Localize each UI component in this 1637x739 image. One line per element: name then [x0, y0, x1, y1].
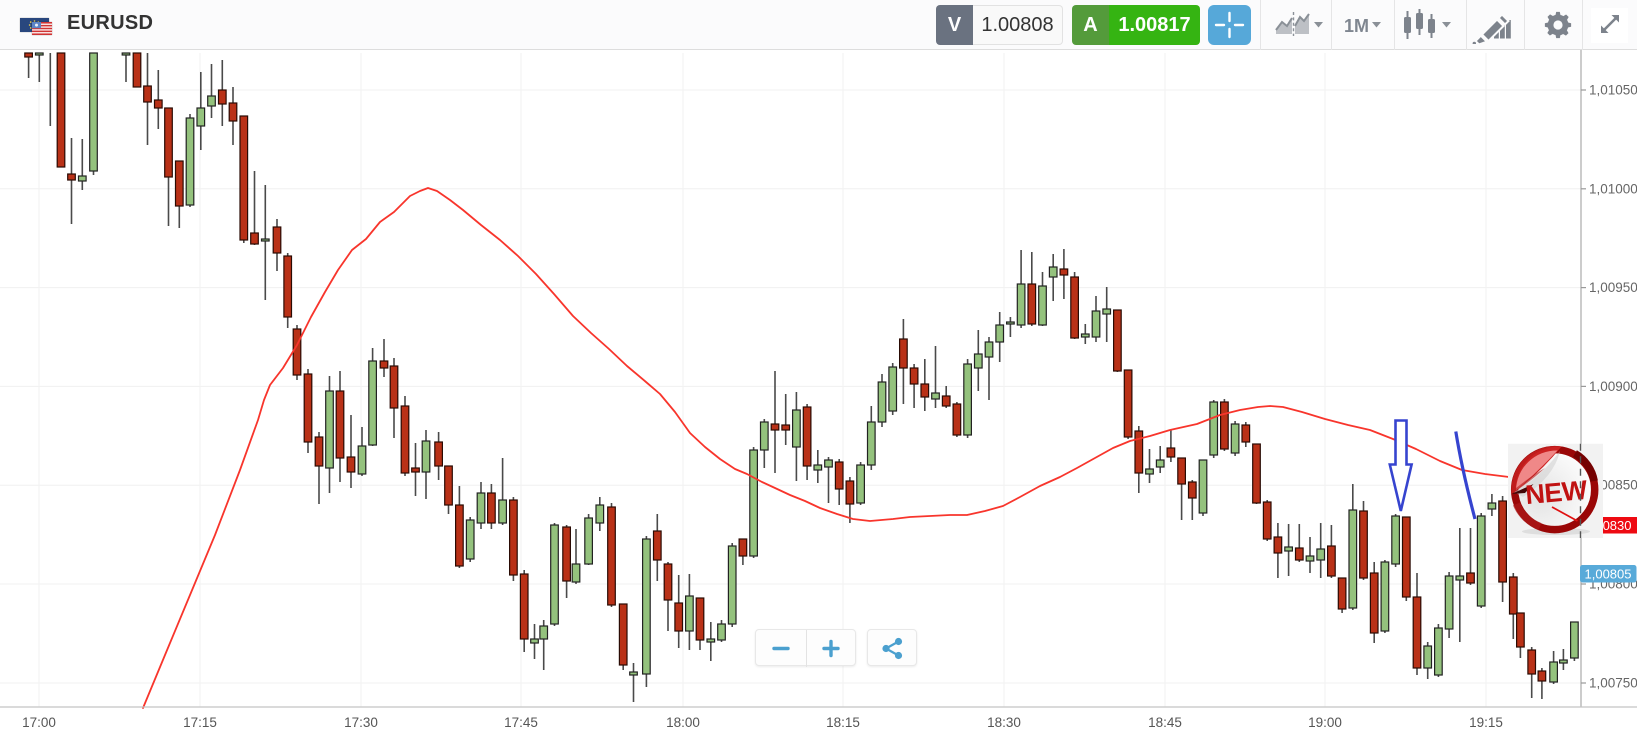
svg-text:17:15: 17:15: [183, 715, 217, 730]
svg-text:17:00: 17:00: [22, 715, 56, 730]
svg-text:18:00: 18:00: [666, 715, 700, 730]
svg-text:17:45: 17:45: [504, 715, 538, 730]
svg-text:17:30: 17:30: [344, 715, 378, 730]
svg-text:19:15: 19:15: [1469, 715, 1503, 730]
svg-text:1,00900: 1,00900: [1589, 379, 1637, 394]
svg-text:1,01050: 1,01050: [1589, 83, 1637, 98]
svg-text:NEW: NEW: [1524, 475, 1589, 510]
svg-text:18:45: 18:45: [1148, 715, 1182, 730]
svg-text:1,00950: 1,00950: [1589, 280, 1637, 295]
svg-text:18:30: 18:30: [987, 715, 1021, 730]
svg-text:1M: 1M: [1344, 16, 1369, 36]
svg-text:1,00750: 1,00750: [1589, 676, 1637, 691]
svg-text:18:15: 18:15: [826, 715, 860, 730]
svg-text:1,00805: 1,00805: [1585, 567, 1632, 582]
svg-text:1,01000: 1,01000: [1589, 181, 1637, 196]
svg-text:19:00: 19:00: [1308, 715, 1342, 730]
